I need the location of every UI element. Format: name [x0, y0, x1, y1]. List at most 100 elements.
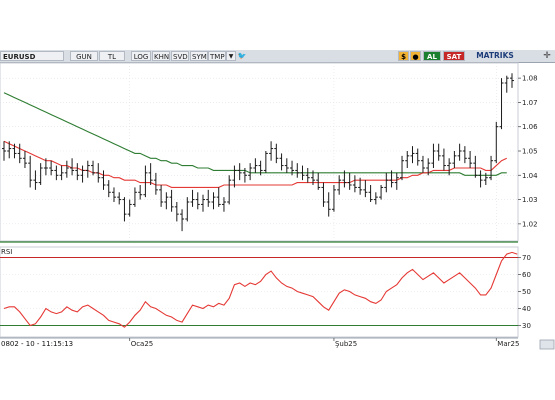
khn-button[interactable]: KHN	[152, 51, 170, 61]
ohlc-bar	[216, 187, 221, 207]
chart-toolbar: EURUSD GUN TL LOG KHN SVD SYM TMP ▼ 🐦 $ …	[0, 50, 555, 63]
ohlc-bar	[269, 141, 274, 161]
ohlc-bar	[379, 185, 384, 200]
ohlc-bar	[462, 146, 467, 164]
ohlc-bar	[22, 151, 27, 168]
ohlc-bar	[305, 168, 310, 183]
ohlc-bar	[499, 78, 504, 130]
ohlc-bar	[258, 160, 263, 176]
price-tick-label: 1.05	[522, 148, 538, 156]
ohlc-bar	[148, 163, 153, 185]
twitter-icon[interactable]: 🐦	[237, 52, 247, 60]
ohlc-bar	[70, 158, 75, 176]
ohlc-bar	[59, 165, 64, 181]
ohlc-bar	[143, 165, 148, 198]
template-button[interactable]: TMP	[208, 51, 226, 61]
ohlc-bar	[284, 158, 289, 173]
orange-circle-icon[interactable]: ●	[410, 51, 421, 61]
price-tick-label: 1.06	[522, 123, 538, 131]
buy-button[interactable]: AL	[423, 51, 441, 61]
ohlc-bar	[483, 172, 488, 185]
ohlc-bar	[504, 75, 509, 93]
ohlc-bar	[211, 192, 216, 210]
cursor-info: 0802 - 10 - 11:15:13	[1, 340, 73, 348]
ohlc-bar	[400, 155, 405, 181]
ohlc-bar	[452, 151, 457, 168]
ohlc-bar	[185, 197, 190, 222]
rsi-tick-label: 30	[522, 322, 531, 330]
ohlc-bar	[274, 143, 279, 164]
price-tick-label: 1.03	[522, 196, 538, 204]
svd-button[interactable]: SVD	[171, 51, 189, 61]
ohlc-bar	[389, 170, 394, 188]
ohlc-bar	[347, 172, 352, 190]
time-tick-label: Oca25	[131, 340, 154, 348]
ohlc-bar	[159, 185, 164, 207]
price-tick-label: 1.02	[522, 220, 538, 228]
ohlc-bar	[405, 151, 410, 168]
ohlc-bar	[33, 170, 38, 190]
ohlc-bar	[153, 172, 158, 195]
ohlc-bar	[195, 192, 200, 210]
ohlc-bar	[232, 165, 237, 188]
ohlc-bar	[64, 160, 69, 178]
ohlc-bar	[441, 148, 446, 171]
chart-area[interactable]: 1.02 1.03 1.04 1.05 1.06 1.07 1.08 RSI 30 40 50 6…	[0, 50, 555, 350]
ohlc-bar	[410, 146, 415, 164]
log-scale-button[interactable]: LOG	[131, 51, 151, 61]
ohlc-bar	[49, 160, 54, 176]
ohlc-bar	[468, 151, 473, 168]
rsi-panel	[0, 246, 519, 338]
symbol-selector[interactable]: EURUSD	[0, 51, 64, 61]
ohlc-bar	[510, 73, 514, 88]
ohlc-bar	[426, 158, 431, 176]
ohlc-bar	[394, 172, 399, 190]
ohlc-bar	[201, 194, 206, 212]
ohlc-bar	[237, 163, 242, 181]
ohlc-bar	[164, 192, 169, 210]
ohlc-bar	[321, 182, 326, 207]
sym-button[interactable]: SYM	[190, 51, 208, 61]
time-tick-label: Şub25	[335, 340, 357, 348]
brand-logo: MATRIKS	[473, 51, 517, 61]
period-button[interactable]: GUN	[70, 51, 98, 61]
ohlc-bar	[75, 163, 80, 181]
rsi-tick-label: 50	[522, 288, 531, 296]
time-axis: Oca25 Şub25 Mar25	[129, 338, 519, 348]
time-tick-label: Mar25	[497, 340, 519, 348]
rsi-line	[3, 251, 518, 328]
ohlc-bar	[38, 163, 43, 185]
ohlc-bar	[127, 199, 132, 217]
ohlc-bar	[290, 160, 295, 176]
currency-button[interactable]: TL	[99, 51, 125, 61]
ohlc-bar	[331, 185, 336, 212]
ohlc-bar	[17, 143, 22, 164]
price-tick-label: 1.07	[522, 99, 538, 107]
rsi-line-layer	[3, 251, 518, 328]
ohlc-bar	[473, 155, 478, 178]
ohlc-bar	[91, 160, 96, 176]
ohlc-bar	[117, 192, 122, 205]
ohlc-bar	[310, 170, 315, 185]
rsi-tick-label: 40	[522, 305, 531, 313]
ohlc-bar	[43, 158, 48, 176]
ohlc-bar	[384, 172, 389, 193]
sell-button[interactable]: SAT	[443, 51, 465, 61]
dollar-icon[interactable]: $	[398, 51, 409, 61]
ohlc-bar	[326, 192, 331, 217]
price-panel	[0, 62, 519, 242]
ohlc-bar	[447, 158, 452, 176]
ohlc-bar	[478, 170, 483, 188]
rsi-levels	[0, 257, 518, 326]
ohlc-bar	[242, 168, 247, 183]
price-axis: 1.02 1.03 1.04 1.05 1.06 1.07 1.08	[518, 75, 538, 228]
rsi-tick-label: 60	[522, 271, 531, 279]
ohlc-bar	[106, 180, 111, 198]
ohlc-bar	[368, 185, 373, 202]
ohlc-bar	[80, 165, 85, 183]
ohlc-bar	[436, 143, 441, 161]
scroll-corner-button[interactable]	[539, 339, 555, 350]
crosshair-icon[interactable]: ✛	[543, 51, 551, 61]
dropdown-arrow-icon[interactable]: ▼	[226, 51, 236, 61]
rsi-axis: 30 40 50 60 70	[518, 254, 531, 330]
